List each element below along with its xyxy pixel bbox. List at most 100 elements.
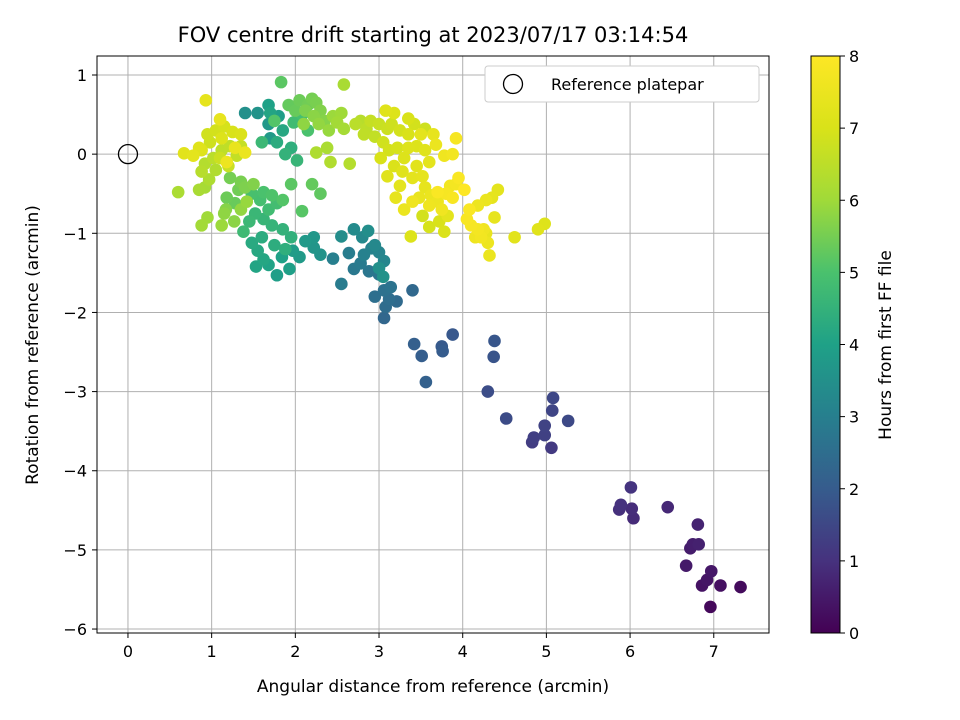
data-point-185 — [422, 220, 436, 234]
data-point-213 — [393, 179, 407, 193]
data-point-255 — [431, 185, 444, 199]
data-point-56 — [347, 223, 361, 236]
data-point-212 — [406, 171, 419, 185]
data-point-137 — [240, 195, 254, 208]
data-point-44 — [362, 264, 376, 278]
x-tick-label-4: 4 — [458, 642, 468, 661]
data-point-2 — [714, 579, 727, 592]
data-point-121 — [223, 171, 237, 185]
x-axis-label: Angular distance from reference (arcmin) — [257, 677, 609, 697]
data-point-40 — [368, 290, 382, 303]
data-point-47 — [335, 277, 348, 291]
data-point-90 — [278, 147, 292, 161]
data-point-26 — [481, 385, 495, 398]
data-point-84 — [270, 135, 284, 149]
data-point-214 — [422, 155, 436, 169]
data-point-29 — [446, 328, 459, 341]
data-point-133 — [217, 207, 231, 220]
data-point-15 — [614, 498, 628, 512]
data-point-138 — [322, 124, 336, 137]
x-tick-label-5: 5 — [541, 642, 551, 661]
data-point-127 — [247, 177, 260, 191]
data-point-233 — [483, 249, 496, 262]
data-point-42 — [384, 280, 398, 294]
colorbar-tick-label-1: 1 — [849, 552, 859, 571]
data-point-131 — [227, 215, 241, 228]
data-point-184 — [391, 141, 404, 155]
data-point-5 — [704, 564, 718, 578]
data-point-58 — [361, 224, 375, 238]
data-point-232 — [429, 138, 443, 151]
data-point-251 — [449, 132, 463, 145]
data-point-86 — [278, 242, 292, 256]
data-point-239 — [422, 199, 436, 212]
data-point-36 — [406, 283, 419, 297]
colorbar-tick-label-4: 4 — [849, 336, 859, 355]
data-point-61 — [376, 270, 390, 284]
legend: Reference platepar — [484, 65, 760, 103]
data-point-0 — [704, 600, 717, 614]
y-tick-label-0: 1 — [77, 66, 87, 85]
legend-label: Reference platepar — [551, 75, 704, 94]
data-point-117 — [220, 191, 234, 204]
data-point-97 — [237, 225, 250, 239]
x-tick-label-3: 3 — [374, 642, 384, 661]
data-point-258 — [458, 183, 471, 197]
data-point-35 — [377, 311, 391, 325]
data-point-209 — [410, 159, 423, 173]
reference-marker — [117, 143, 139, 165]
data-point-142 — [335, 106, 348, 120]
data-point-231 — [397, 203, 411, 216]
data-point-149 — [171, 185, 185, 199]
data-point-256 — [452, 171, 465, 185]
data-point-191 — [234, 128, 248, 141]
x-tick-label-7: 7 — [709, 642, 719, 661]
data-point-148 — [337, 78, 351, 91]
data-point-188 — [402, 128, 415, 141]
data-point-152 — [309, 146, 323, 159]
data-point-108 — [268, 114, 281, 128]
x-tick-label-2: 2 — [290, 642, 300, 661]
y-axis-ticks: 1 0 −1 −2 −3 −4 −5 −6 — [63, 66, 97, 639]
data-point-153 — [209, 163, 223, 177]
legend-box — [484, 65, 760, 103]
data-point-182 — [416, 209, 429, 223]
y-tick-label-4: −3 — [63, 383, 87, 402]
data-point-16 — [624, 481, 638, 494]
data-point-224 — [427, 128, 440, 141]
data-point-23 — [546, 391, 560, 405]
data-point-60 — [238, 106, 252, 120]
data-point-211 — [186, 149, 200, 163]
data-point-143 — [195, 219, 208, 232]
data-point-146 — [337, 122, 351, 136]
data-point-203 — [396, 165, 409, 178]
data-point-57 — [335, 230, 348, 243]
chart-title: FOV centre drift starting at 2023/07/17 … — [178, 23, 689, 47]
data-point-82 — [245, 236, 259, 250]
data-point-96 — [255, 135, 269, 149]
data-point-116 — [289, 104, 302, 117]
data-point-112 — [314, 187, 327, 201]
data-point-113 — [305, 177, 319, 191]
y-tick-label-1: 0 — [77, 145, 87, 164]
data-point-210 — [508, 230, 521, 244]
x-tick-label-6: 6 — [625, 642, 635, 661]
data-point-111 — [274, 75, 288, 89]
data-point-235 — [220, 155, 234, 169]
data-point-206 — [379, 104, 393, 117]
colorbar-tick-label-6: 6 — [849, 191, 859, 210]
data-point-24 — [561, 414, 575, 428]
y-tick-label-3: −2 — [63, 303, 87, 322]
data-point-22 — [545, 404, 559, 417]
data-points — [117, 75, 747, 614]
data-point-221 — [213, 113, 227, 126]
data-point-187 — [374, 151, 387, 165]
plot-frame — [96, 55, 770, 634]
data-point-83 — [255, 230, 269, 244]
data-point-147 — [192, 183, 206, 197]
data-point-17 — [545, 441, 558, 455]
data-point-157 — [195, 165, 208, 178]
data-point-204 — [381, 170, 394, 183]
data-point-225 — [488, 211, 501, 224]
